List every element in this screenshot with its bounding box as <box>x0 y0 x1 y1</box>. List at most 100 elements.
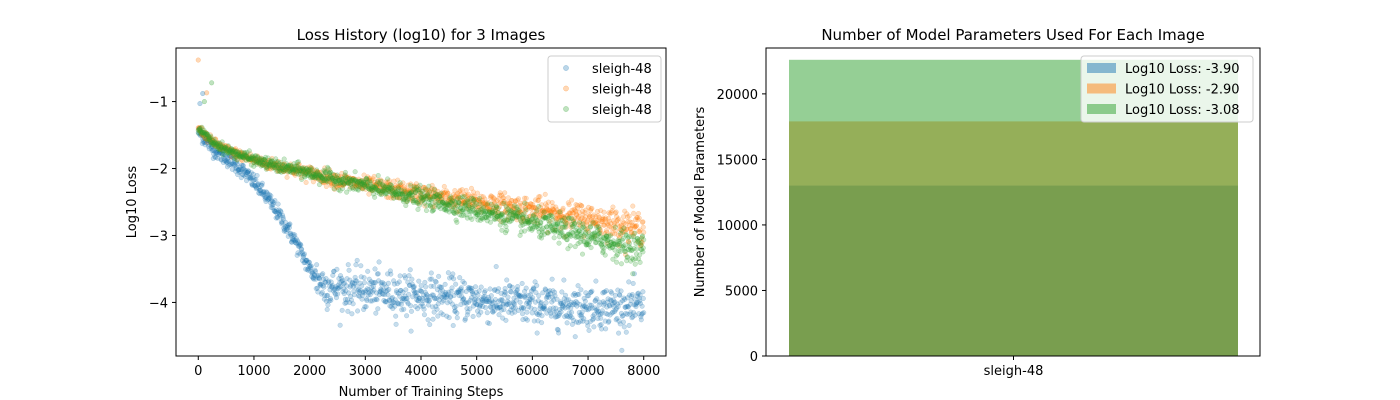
scatter-point <box>414 297 420 303</box>
scatter-point <box>290 236 296 242</box>
scatter-point <box>318 281 324 287</box>
scatter-point <box>323 275 329 282</box>
scatter-point <box>568 305 574 311</box>
scatter-point <box>596 302 602 308</box>
scatter-point <box>560 303 566 310</box>
scatter-point <box>497 304 503 310</box>
scatter-point <box>205 139 211 145</box>
scatter-point <box>441 183 447 190</box>
scatter-point <box>290 237 297 243</box>
scatter-point <box>214 149 220 156</box>
scatter-point <box>517 294 523 300</box>
scatter-point <box>426 297 432 304</box>
scatter-point <box>410 284 416 290</box>
scatter-point <box>349 279 355 285</box>
scatter-point <box>236 167 242 173</box>
scatter-point <box>348 297 355 303</box>
scatter-point <box>284 226 290 233</box>
scatter-point <box>488 304 494 311</box>
scatter-point <box>614 315 620 322</box>
scatter-point <box>619 313 625 319</box>
scatter-point <box>375 172 381 179</box>
scatter-point <box>305 265 312 272</box>
scatter-point <box>573 319 579 325</box>
scatter-point <box>262 196 268 202</box>
scatter-point <box>446 289 452 295</box>
scatter-point <box>198 131 205 137</box>
scatter-point <box>558 299 564 305</box>
scatter-point <box>365 287 372 293</box>
scatter-point <box>510 299 516 306</box>
scatter-point <box>454 315 460 321</box>
scatter-point <box>372 297 378 303</box>
scatter-point <box>537 194 543 200</box>
scatter-point <box>518 304 524 311</box>
scatter-point <box>270 205 276 211</box>
scatter-point <box>266 194 272 200</box>
y-axis-ticks: 0 5000 10000 15000 20000 <box>717 88 766 365</box>
scatter-point <box>583 307 589 313</box>
scatter-point <box>445 270 451 276</box>
scatter-point <box>328 279 334 285</box>
scatter-point <box>477 195 483 202</box>
scatter-point <box>604 304 610 310</box>
scatter-point <box>586 327 592 333</box>
scatter-point <box>342 296 348 302</box>
scatter-point <box>419 301 425 307</box>
scatter-point <box>441 292 447 299</box>
scatter-point <box>524 300 530 306</box>
scatter-point <box>245 168 251 174</box>
scatter-point <box>546 294 552 300</box>
scatter-point <box>277 213 283 219</box>
scatter-point <box>489 300 495 307</box>
scatter-point <box>378 280 384 286</box>
scatter-point <box>278 208 284 214</box>
scatter-point <box>509 310 515 316</box>
scatter-point <box>374 290 380 296</box>
scatter-point <box>410 294 416 300</box>
scatter-point <box>322 293 328 299</box>
scatter-point <box>209 148 215 154</box>
scatter-point <box>408 303 414 309</box>
scatter-point <box>608 289 614 295</box>
scatter-point <box>223 158 229 164</box>
legend-swatch <box>1087 104 1116 114</box>
scatter-point <box>587 302 593 308</box>
scatter-point <box>582 303 588 309</box>
scatter-point <box>510 305 516 311</box>
scatter-point <box>196 126 202 132</box>
scatter-point <box>303 258 310 264</box>
scatter-point <box>485 320 491 326</box>
scatter-point <box>602 318 608 324</box>
y-tick-label: −3 <box>149 229 168 244</box>
scatter-point <box>445 292 451 298</box>
scatter-point <box>197 132 203 139</box>
scatter-point <box>480 294 486 300</box>
scatter-point <box>215 151 222 157</box>
scatter-point <box>329 283 335 290</box>
scatter-point <box>432 278 438 284</box>
scatter-point <box>437 293 443 299</box>
scatter-point <box>590 317 596 323</box>
scatter-point <box>203 136 209 142</box>
scatter-point <box>375 306 381 312</box>
scatter-point <box>537 305 543 311</box>
scatter-point <box>626 240 633 246</box>
scatter-point <box>393 313 399 319</box>
scatter-point <box>209 138 216 144</box>
scatter-point <box>415 206 421 212</box>
scatter-point <box>635 290 642 296</box>
scatter-point <box>263 198 269 205</box>
scatter-point <box>327 296 333 302</box>
scatter-point <box>463 187 469 193</box>
scatter-point <box>329 284 335 290</box>
scatter-point <box>383 284 389 290</box>
scatter-point <box>397 273 403 279</box>
scatter-point <box>360 290 366 296</box>
scatter-point <box>637 298 643 304</box>
scatter-point <box>352 280 358 286</box>
scatter-point <box>633 302 639 308</box>
scatter-point <box>278 219 284 225</box>
scatter-point <box>197 129 203 135</box>
scatter-point <box>575 283 581 289</box>
